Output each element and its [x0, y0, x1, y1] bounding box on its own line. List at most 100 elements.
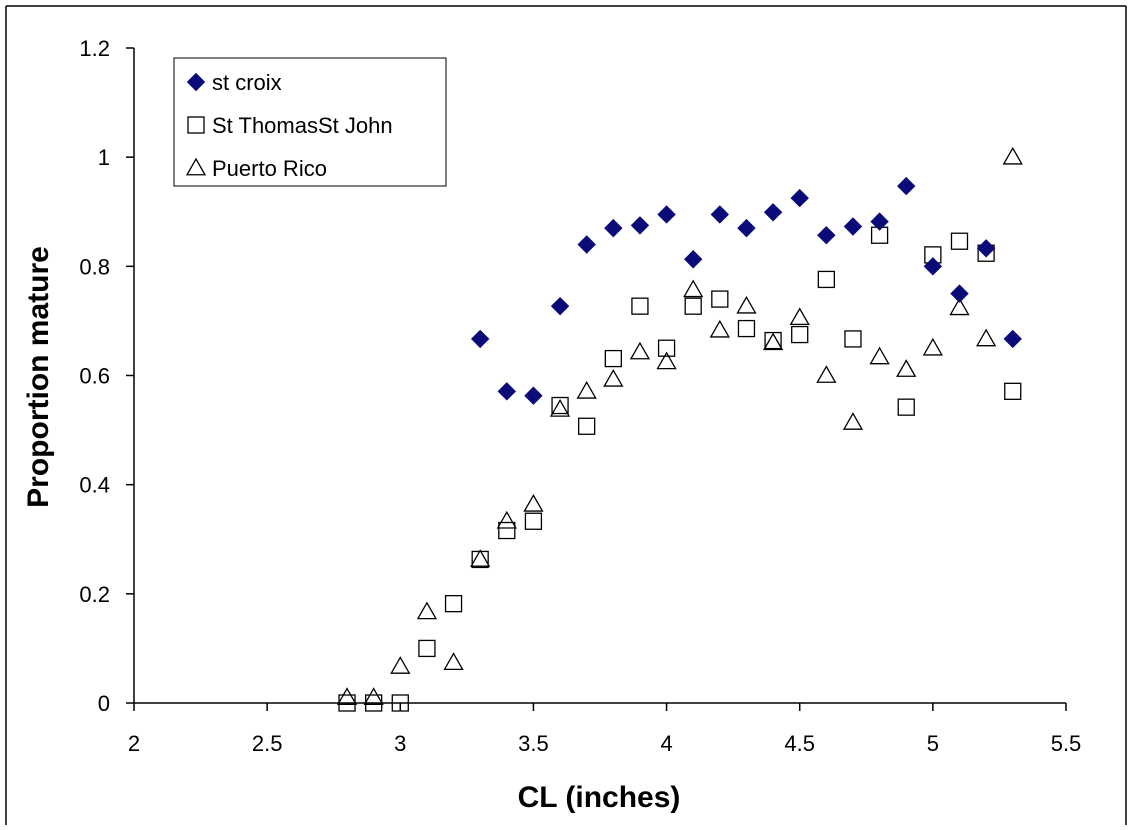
data-point	[363, 687, 384, 705]
data-point	[817, 226, 836, 245]
data-point	[497, 382, 517, 401]
y-tick-label: 0.8	[79, 254, 110, 279]
data-point	[604, 349, 622, 368]
y-tick-label: 0.6	[79, 364, 110, 389]
data-point	[737, 319, 756, 338]
legend-marker-st-thomasst-john	[187, 116, 205, 134]
data-point	[684, 297, 702, 315]
data-point	[498, 521, 516, 540]
data-point	[843, 217, 863, 236]
data-point	[949, 297, 970, 316]
data-point	[896, 359, 917, 377]
data-point	[523, 494, 544, 512]
data-point	[657, 205, 676, 224]
legend-box	[173, 57, 447, 187]
data-point	[549, 399, 571, 417]
data-point	[816, 365, 837, 383]
data-point	[950, 284, 969, 303]
data-point	[817, 270, 835, 289]
data-point	[578, 417, 596, 435]
series-st-croix	[470, 176, 1022, 405]
legend: st croix St ThomasSt John Puerto Rico	[173, 57, 447, 187]
data-point	[1004, 382, 1022, 400]
data-point	[443, 652, 464, 671]
data-point	[923, 257, 943, 276]
data-point	[922, 337, 943, 356]
series-puerto-rico	[336, 146, 1023, 705]
data-point	[709, 319, 730, 338]
legend-label-st-croix: st croix	[212, 70, 282, 95]
data-point	[736, 295, 757, 314]
legend-label-st-thomasst-john: St ThomasSt John	[212, 113, 393, 138]
data-point	[444, 595, 463, 613]
data-point	[524, 386, 543, 405]
data-point	[416, 601, 438, 620]
data-point	[1003, 329, 1022, 349]
data-point	[870, 212, 889, 231]
legend-label-puerto-rico: Puerto Rico	[212, 156, 327, 181]
y-tick-label: 0.4	[79, 473, 110, 498]
data-point	[604, 218, 623, 238]
y-axis-ticks: 0 0.2 0.4 0.6 0.8 1 1.2	[79, 36, 134, 716]
y-tick-label: 0	[98, 691, 110, 716]
data-point	[683, 279, 704, 298]
data-point	[975, 328, 997, 347]
x-tick-label: 3.5	[518, 731, 549, 756]
data-point	[336, 687, 358, 705]
x-tick-label: 4.5	[784, 731, 815, 756]
data-point	[550, 296, 570, 316]
data-point	[842, 412, 864, 430]
data-point	[496, 510, 517, 529]
data-point	[790, 188, 809, 208]
x-tick-label: 5	[927, 731, 939, 756]
data-point	[950, 232, 969, 250]
data-point	[683, 250, 703, 269]
data-point	[897, 398, 915, 416]
data-point	[524, 512, 543, 530]
data-point	[762, 332, 784, 351]
y-tick-label: 1	[98, 145, 110, 170]
data-point	[551, 396, 569, 415]
x-tick-label: 2	[128, 731, 140, 756]
data-point	[737, 218, 756, 238]
data-point	[576, 381, 597, 399]
x-tick-label: 3	[394, 731, 406, 756]
legend-items: st croix St ThomasSt John Puerto Rico	[185, 70, 393, 181]
x-tick-label: 4	[660, 731, 672, 756]
data-point	[869, 346, 890, 365]
legend-marker-puerto-rico	[185, 157, 207, 176]
x-axis-title: CL (inches)	[518, 781, 681, 814]
data-point	[844, 330, 862, 348]
data-point	[1002, 146, 1023, 165]
data-point	[470, 549, 491, 567]
data-point	[763, 203, 783, 222]
data-point	[656, 351, 677, 370]
data-point	[603, 369, 624, 387]
data-point	[390, 656, 411, 674]
data-point	[629, 341, 651, 360]
data-point	[789, 307, 810, 326]
data-point	[976, 239, 996, 258]
data-point	[711, 290, 729, 308]
data-series	[336, 146, 1023, 712]
data-point	[418, 639, 436, 658]
data-point	[657, 339, 676, 357]
data-point	[631, 297, 649, 315]
y-axis-title: Proportion mature	[22, 246, 55, 508]
data-point	[470, 329, 490, 349]
x-tick-label: 2.5	[252, 731, 283, 756]
data-point	[391, 694, 409, 712]
y-tick-label: 0.2	[79, 582, 110, 607]
plot-area: 2 2.5 3 3.5 4 4.5 5 5.5 0 0.2 0.4 0.6 0.8 1 1.2	[79, 36, 1081, 756]
data-point	[791, 325, 809, 344]
y-tick-label: 1.2	[79, 36, 110, 61]
x-tick-label: 5.5	[1051, 731, 1082, 756]
data-point	[897, 176, 916, 196]
x-axis-ticks: 2 2.5 3 3.5 4 4.5 5 5.5	[128, 703, 1081, 756]
data-point	[710, 205, 730, 224]
data-point	[630, 216, 650, 235]
data-point	[577, 235, 596, 254]
